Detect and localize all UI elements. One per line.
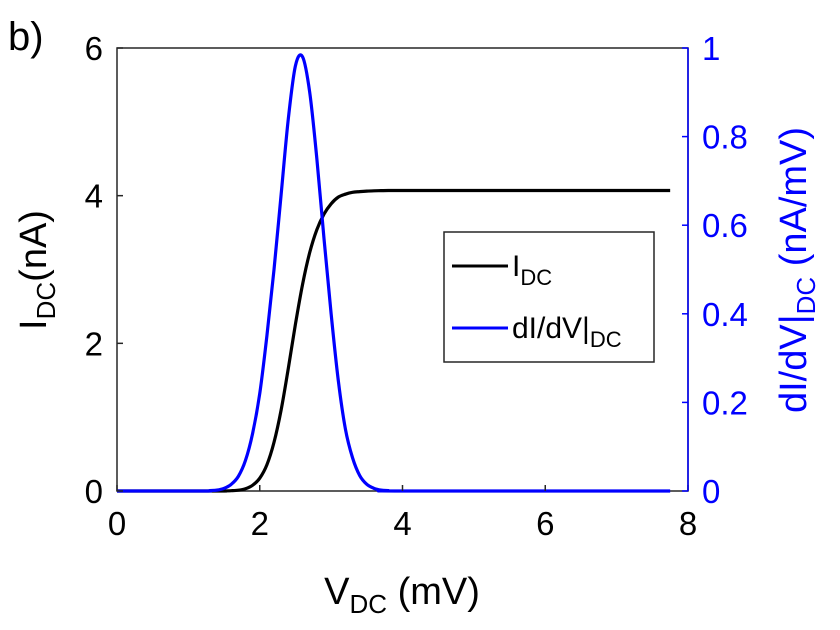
legend-label-idc: IDC [512,250,552,290]
legend-box [443,231,655,363]
right-y-tick-label: 0.6 [702,207,748,244]
left-y-tick-label: 4 [85,178,103,215]
x-tick-label: 2 [251,505,269,542]
right-y-tick-label: 0.2 [702,384,748,421]
legend: IDC dI/dV|DC [443,231,655,363]
right-y-tick-label: 0.8 [702,119,748,156]
series-line-didv [116,53,671,493]
left-y-tick-label: 0 [85,473,103,510]
series-layer [116,53,671,493]
legend-label-didv: dI/dV|DC [512,312,622,352]
x-axis-title: VDC (mV) [324,571,480,619]
series-line-idc [116,188,671,493]
x-tick-label: 6 [536,505,554,542]
x-tick-label: 8 [679,505,697,542]
left-y-tick-label: 2 [85,325,103,362]
x-tick-label: 0 [108,505,126,542]
right-y-axis-title: dI/dV|DC (nA/mV) [773,127,821,413]
right-y-tick-label: 0 [702,473,720,510]
right-y-tick-label: 0.4 [702,296,748,333]
panel-label: b) [8,15,44,59]
right-y-tick-label: 1 [702,30,720,67]
left-y-tick-label: 6 [85,30,103,67]
left-y-axis-title: IDC(nA) [13,210,61,330]
x-tick-label: 4 [393,505,411,542]
